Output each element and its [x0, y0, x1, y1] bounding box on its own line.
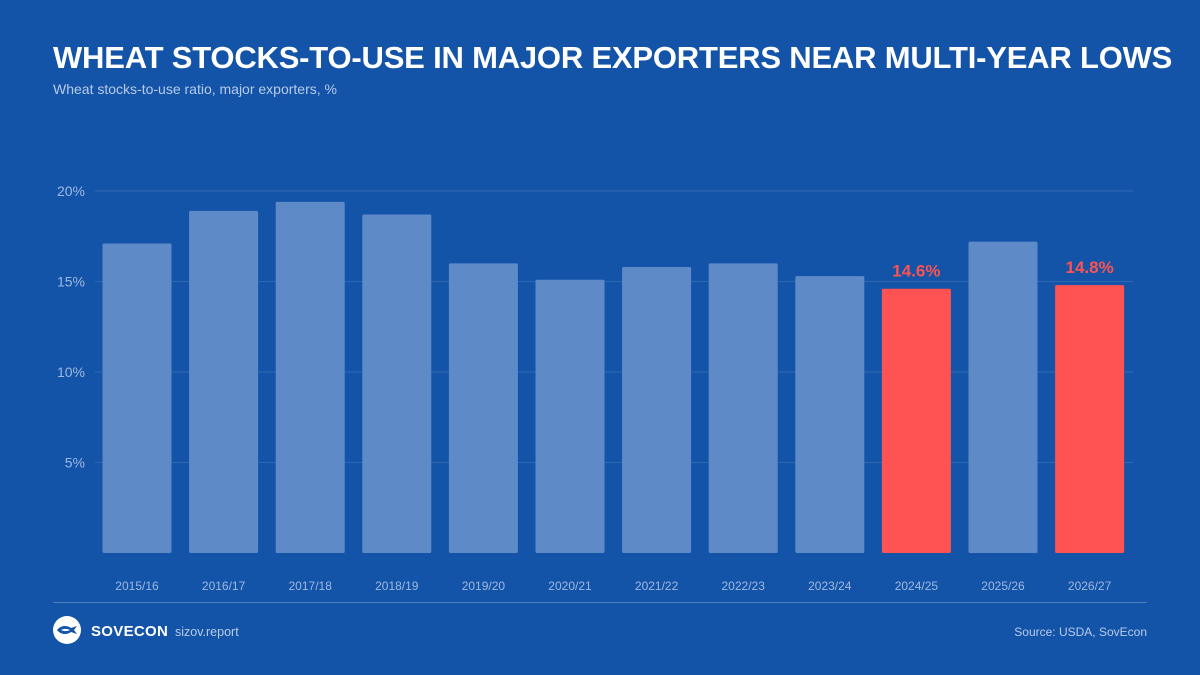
bar	[448, 263, 518, 553]
x-tick-label: 2017/18	[289, 579, 333, 593]
sovecon-logo-icon	[53, 616, 81, 644]
bar	[708, 263, 778, 553]
x-tick-label: 2026/27	[1068, 579, 1112, 593]
x-tick-label: 2025/26	[981, 579, 1025, 593]
page-subtitle: Wheat stocks-to-use ratio, major exporte…	[53, 81, 337, 97]
footer-divider	[53, 602, 1147, 603]
x-tick-label: 2018/19	[375, 579, 419, 593]
source-note: Source: USDA, SovEcon	[1014, 625, 1147, 639]
y-tick-label: 15%	[57, 274, 85, 290]
page-title: WHEAT STOCKS-TO-USE IN MAJOR EXPORTERS N…	[53, 40, 1173, 75]
highlighted-bar	[881, 288, 951, 553]
brand-name: SOVECON	[91, 623, 169, 640]
x-tick-label: 2019/20	[462, 579, 506, 593]
site-link[interactable]: sizov.report	[175, 625, 239, 639]
bar	[535, 279, 605, 553]
y-tick-label: 10%	[57, 364, 85, 380]
x-tick-label: 2016/17	[202, 579, 246, 593]
x-tick-label: 2021/22	[635, 579, 679, 593]
bar-chart: 5% 10% 15% 20% 2015/16 2016/17 2017/18 2018/19 2…	[57, 183, 1133, 593]
x-tick-label: 2022/23	[722, 579, 766, 593]
x-tick-label: 2020/21	[548, 579, 592, 593]
bar	[102, 243, 172, 554]
data-label: 14.8%	[1065, 258, 1113, 277]
x-tick-label: 2015/16	[115, 579, 159, 593]
y-tick-label: 5%	[65, 455, 85, 471]
bar	[968, 241, 1038, 553]
data-label: 14.6%	[892, 262, 940, 281]
bar	[622, 267, 692, 553]
x-tick-label: 2023/24	[808, 579, 852, 593]
highlighted-bar	[1055, 285, 1125, 553]
x-tick-label: 2024/25	[895, 579, 939, 593]
bar	[795, 276, 865, 553]
bar	[362, 214, 432, 553]
bar	[275, 201, 345, 554]
y-tick-label: 20%	[57, 183, 85, 199]
bar	[189, 210, 259, 553]
